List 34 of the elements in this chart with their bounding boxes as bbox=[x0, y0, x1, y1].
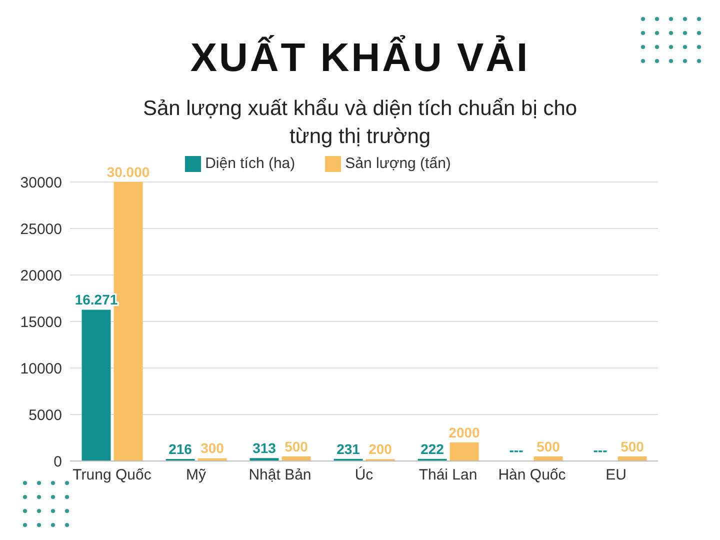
x-tick-label: EU bbox=[606, 466, 626, 484]
chart-title: XUẤT KHẨU VẢI bbox=[189, 34, 531, 81]
legend-label: Diện tích (ha) bbox=[205, 155, 296, 172]
legend-label: Sản lượng (tấn) bbox=[345, 155, 451, 172]
data-label: 216 bbox=[168, 440, 192, 457]
y-tick-label: 30000 bbox=[20, 174, 62, 192]
data-label: 231 bbox=[336, 440, 360, 457]
y-tick-label: 20000 bbox=[20, 267, 62, 284]
bar bbox=[198, 458, 227, 461]
data-label: 222 bbox=[420, 440, 444, 457]
text: --- bbox=[593, 442, 608, 458]
chart-subtitle: Sản lượng xuất khẩu và diện tích chuẩn bị cho từng thị trường bbox=[142, 96, 578, 150]
y-tick-label: 10000 bbox=[20, 360, 62, 378]
x-tick-label: Thái Lan bbox=[418, 466, 478, 484]
x-tick-label: Nhật Bản bbox=[248, 466, 312, 484]
data-label: 500 bbox=[536, 438, 560, 454]
x-tick-label: Trung Quốc bbox=[72, 466, 152, 484]
data-label: 2000 bbox=[448, 424, 480, 440]
data-label: 313 bbox=[252, 440, 276, 456]
text: --- bbox=[509, 442, 524, 458]
x-tick-label: Mỹ bbox=[186, 466, 206, 484]
data-label: 500 bbox=[620, 438, 644, 454]
data-label: 500 bbox=[284, 438, 308, 454]
y-tick-label: 5000 bbox=[28, 406, 62, 424]
data-label: 200 bbox=[368, 441, 392, 458]
data-label: 30.000 bbox=[106, 164, 150, 180]
data-label: 300 bbox=[200, 440, 224, 456]
y-tick-label: 25000 bbox=[20, 220, 62, 238]
bar bbox=[82, 310, 111, 461]
y-tick-label: 15000 bbox=[20, 314, 62, 331]
x-tick-label: Hàn Quốc bbox=[498, 466, 566, 484]
y-tick-label: 0 bbox=[54, 453, 62, 470]
x-tick-label: Úc bbox=[354, 466, 374, 484]
bar bbox=[450, 442, 479, 461]
